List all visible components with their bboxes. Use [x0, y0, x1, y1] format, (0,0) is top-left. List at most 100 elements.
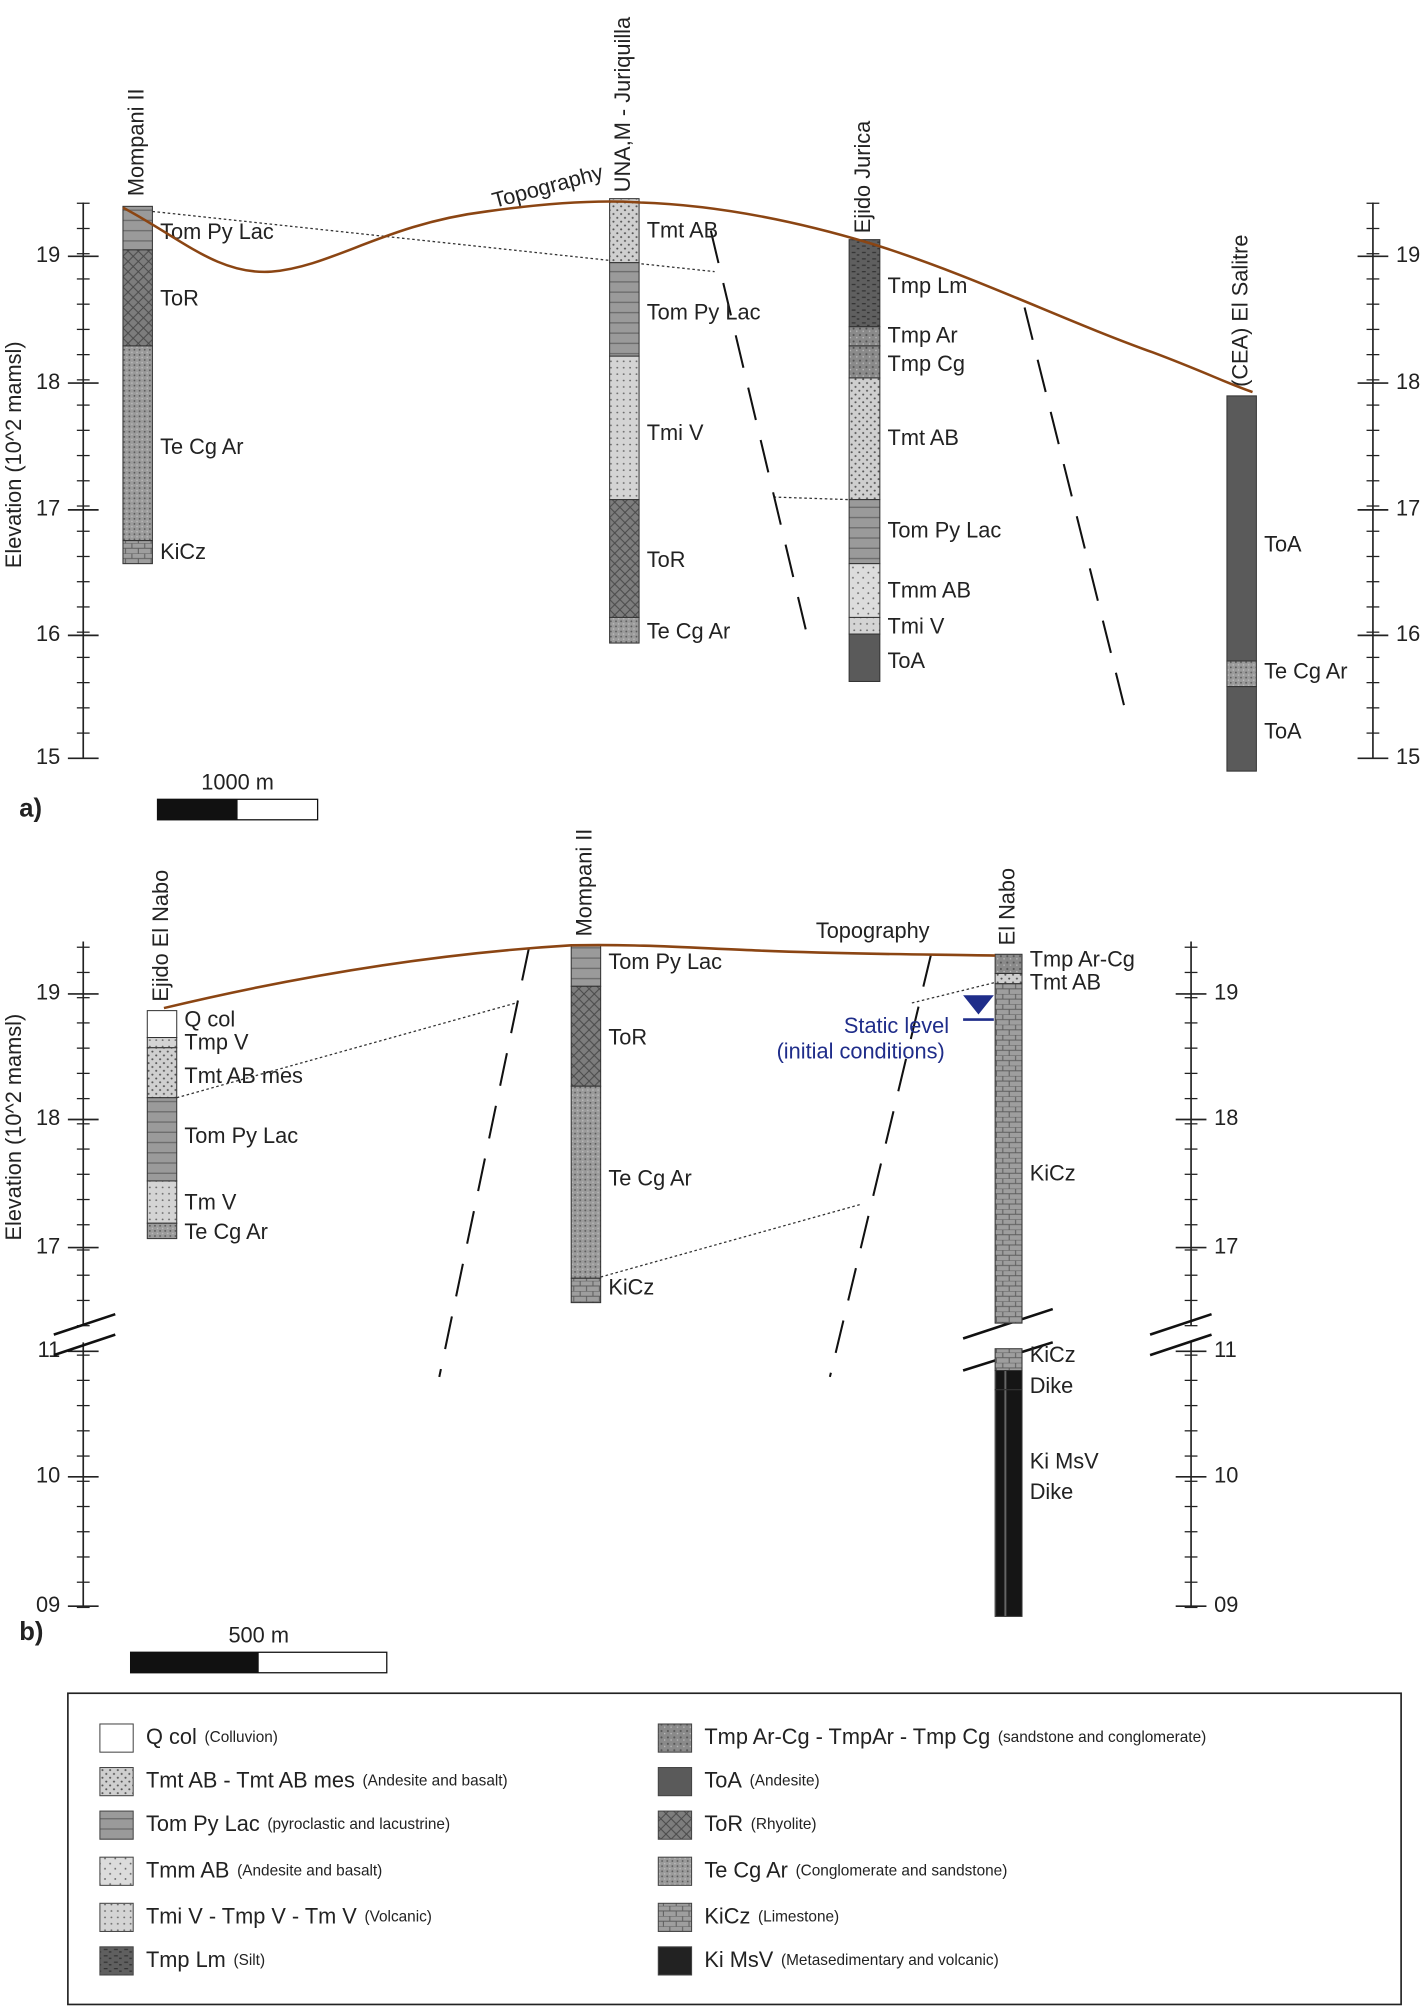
legend-description: (Colluvion): [204, 1729, 277, 1746]
break-mark: [1149, 1312, 1212, 1336]
layer-label: Ki MsV: [1030, 1448, 1099, 1473]
layer-label: Dike: [1030, 1479, 1074, 1504]
legend-swatch: [99, 1946, 134, 1976]
contact-line: [152, 210, 715, 273]
legend-item: Tmp Ar-Cg - TmpAr - Tmp Cg (sandstone and…: [657, 1723, 1206, 1753]
topography-line: [122, 200, 1253, 394]
legend-name: ToA: [704, 1767, 742, 1792]
layer-label: Tm V: [184, 1190, 236, 1215]
tick-label: 18: [1214, 1105, 1238, 1130]
layer: [146, 1097, 178, 1182]
layer-label: KiCz: [160, 539, 206, 564]
layer: [122, 205, 153, 251]
layer-label: Te Cg Ar: [1264, 658, 1347, 683]
legend-item: KiCz (Limestone): [657, 1902, 839, 1932]
break-mark: [962, 1307, 1054, 1340]
legend: Q col (Colluvion) Tmt AB - Tmt AB mes (Ande…: [67, 1692, 1402, 2006]
panel-label: b): [19, 1618, 43, 1646]
tick-label: 17: [1396, 496, 1420, 521]
layer: [994, 1348, 1023, 1372]
layer-label: Q col: [184, 1007, 235, 1032]
tick-label: 19: [36, 980, 60, 1005]
layer-label: KiCz: [1030, 1342, 1076, 1367]
legend-text: Tmp Ar-Cg - TmpAr - Tmp Cg (sandstone and…: [704, 1724, 1206, 1749]
layer-label: Tmp V: [184, 1030, 249, 1055]
tick-label: 19: [1396, 242, 1420, 267]
layer-label: Tmp Ar-Cg: [1030, 946, 1135, 971]
layer: [848, 377, 881, 501]
legend-item: Q col (Colluvion): [99, 1723, 278, 1753]
tick-label: 19: [1214, 980, 1238, 1005]
layer: [994, 953, 1023, 974]
layer: [570, 1277, 602, 1304]
layer: [848, 326, 881, 347]
layer: [848, 499, 881, 565]
scale-bar-fill: [157, 799, 238, 820]
legend-item: ToR (Rhyolite): [657, 1810, 817, 1840]
break-mark: [53, 1312, 116, 1336]
legend-swatch: [657, 1810, 693, 1840]
legend-box: [67, 1692, 1402, 2006]
layer-label: Tmp Ar: [888, 323, 958, 348]
legend-name: Tom Py Lac: [146, 1811, 260, 1836]
legend-swatch: [99, 1723, 134, 1753]
well-name: Mompani II: [572, 829, 597, 937]
legend-description: (Andesite and basalt): [237, 1862, 382, 1879]
legend-name: KiCz: [704, 1903, 750, 1928]
layer-label: Tmt AB mes: [184, 1063, 303, 1088]
tick-label: 17: [36, 1233, 60, 1258]
legend-description: (Metasedimentary and volcanic): [781, 1952, 999, 1969]
layer-label: KiCz: [608, 1274, 654, 1299]
tick-label: 11: [1214, 1337, 1237, 1362]
contact-line: [911, 981, 996, 1004]
legend-name: Tmi V - Tmp V - Tm V: [146, 1903, 357, 1928]
well-name: UNA,M - Juriquilla: [610, 16, 635, 192]
well-name: Ejido Jurica: [850, 120, 875, 233]
tick-label: 15: [1396, 744, 1420, 769]
layer: [146, 1222, 178, 1240]
layer-label: Tmi V: [888, 613, 945, 638]
tick-label: 18: [36, 369, 60, 394]
layer-label: Tmt AB: [1030, 969, 1101, 994]
layer: [1226, 395, 1257, 662]
layer-label: Te Cg Ar: [608, 1165, 691, 1190]
static-level-label: (initial conditions): [777, 1039, 945, 1064]
tick-label: 09: [1214, 1592, 1238, 1617]
layer: [570, 944, 602, 987]
legend-item: Te Cg Ar (Conglomerate and sandstone): [657, 1856, 1007, 1886]
legend-text: ToA (Andesite): [704, 1767, 819, 1792]
layer: [609, 499, 640, 618]
well-name: Mompani II: [123, 88, 148, 196]
tick-label: 17: [36, 496, 60, 521]
layer-label: Te Cg Ar: [160, 434, 243, 459]
legend-swatch: [99, 1810, 134, 1840]
fault-line: [709, 230, 808, 635]
layer-label: Tom Py Lac: [888, 517, 1002, 542]
layer: [848, 563, 881, 618]
contact-line: [773, 496, 850, 501]
legend-text: Te Cg Ar (Conglomerate and sandstone): [704, 1857, 1007, 1882]
contact-line: [600, 1203, 863, 1278]
layer: [848, 345, 881, 379]
tick-label: 15: [36, 744, 60, 769]
legend-text: Q col (Colluvion): [146, 1724, 278, 1749]
break-mark: [53, 1333, 116, 1357]
layer: [609, 616, 640, 644]
legend-swatch: [657, 1723, 693, 1753]
tick-label: 16: [36, 621, 60, 646]
layer: [848, 239, 881, 328]
legend-name: Tmm AB: [146, 1857, 229, 1882]
legend-name: Q col: [146, 1724, 197, 1749]
tick-label: 11: [38, 1337, 61, 1362]
legend-text: Tmi V - Tmp V - Tm V (Volcanic): [146, 1903, 432, 1928]
layer: [570, 985, 602, 1087]
layer-label: Tmp Lm: [888, 273, 968, 298]
y-axis-label: Elevation (10^2 mamsl): [1, 341, 26, 568]
legend-description: (Volcanic): [364, 1908, 431, 1925]
layer-label: ToR: [608, 1025, 647, 1050]
layer: [994, 983, 1023, 1324]
y-axis-label: Elevation (10^2 mamsl): [1, 1014, 26, 1241]
legend-description: (pyroclastic and lacustrine): [267, 1816, 450, 1833]
layer: [146, 1010, 178, 1039]
